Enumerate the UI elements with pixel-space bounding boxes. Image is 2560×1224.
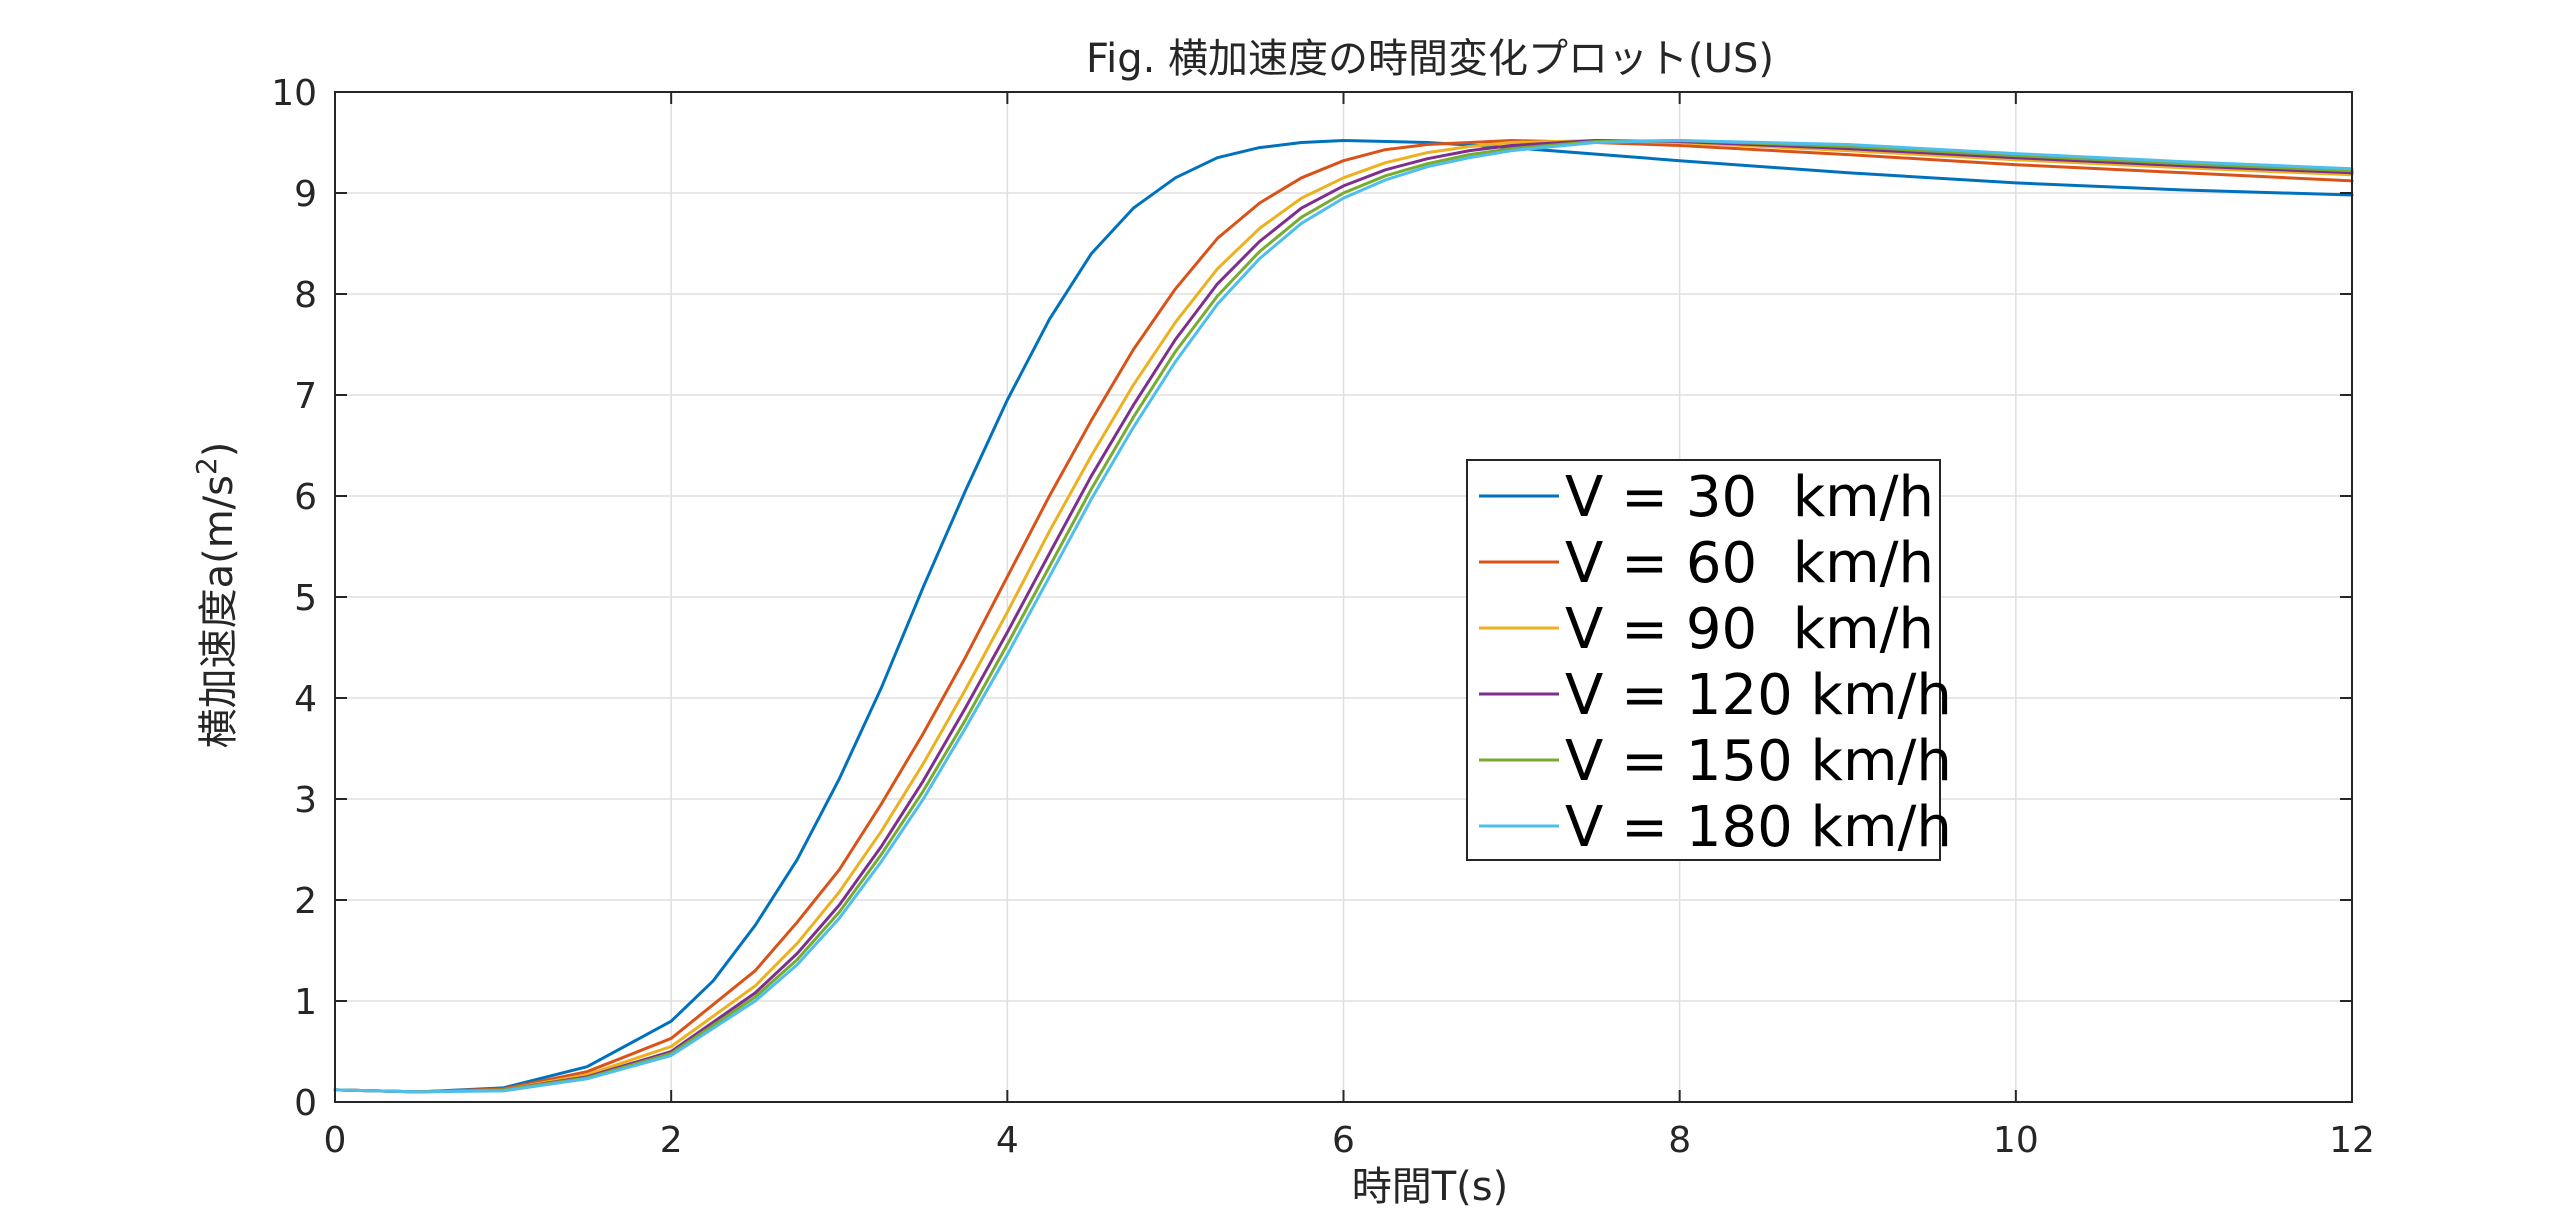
series-line-1 [333,139,2354,1094]
legend-label-4: V = 150 km/h [1565,729,1952,794]
chart-title: Fig. 横加速度の時間変化プロット(US) [1086,36,1774,82]
x-tick-label: 0 [324,1120,347,1161]
y-tick-label: 0 [294,1083,317,1124]
x-tick-label: 2 [660,1120,683,1161]
y-tick-label: 2 [294,881,317,922]
x-axis-label: 時間T(s) [1352,1164,1508,1210]
legend-label-0: V = 30 km/h [1565,465,1934,530]
legend-label-2: V = 90 km/h [1565,597,1934,662]
legend-label-5: V = 180 km/h [1565,795,1952,860]
y-tick-label: 7 [294,376,317,417]
legend: V = 30 km/hV = 60 km/hV = 90 km/hV = 120… [1466,459,1952,861]
x-tick-label: 8 [1668,1120,1691,1161]
x-tick-label: 10 [1993,1120,2039,1161]
y-axis-label-close: ) [196,442,242,458]
y-tick-label: 1 [294,982,317,1023]
y-tick-label: 3 [294,780,317,821]
y-axis-label-superscript: 2 [190,457,223,475]
legend-label-1: V = 60 km/h [1565,531,1934,596]
y-tick-label: 4 [294,679,317,720]
legend-box [1466,459,1941,861]
series-line-5 [333,139,2354,1094]
series-line-0 [333,139,2354,1094]
y-tick-label: 5 [294,578,317,619]
y-tick-label: 9 [294,174,317,215]
legend-label-3: V = 120 km/h [1565,663,1952,728]
y-tick-label: 6 [294,477,317,518]
x-tick-label: 6 [1332,1120,1355,1161]
y-axis-label-main: 横加速度a(m/s [196,475,242,748]
x-tick-label: 4 [996,1120,1019,1161]
series-group [333,139,2354,1094]
y-tick-label: 8 [294,275,317,316]
y-tick-label: 10 [271,73,317,114]
y-axis-label: 横加速度a(m/s2) [190,442,242,749]
x-tick-label: 12 [2329,1120,2375,1161]
